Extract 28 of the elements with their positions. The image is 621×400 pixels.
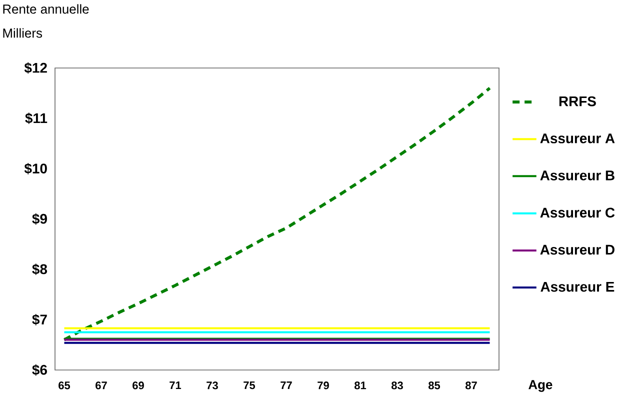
- legend-label: Assureur A: [540, 134, 615, 144]
- x-tick-label: 79: [318, 382, 329, 390]
- x-tick-label: 77: [280, 382, 292, 390]
- y-tick-label: $12: [24, 62, 47, 74]
- x-tick-label: 83: [392, 382, 403, 390]
- x-tick-label: 67: [96, 382, 107, 390]
- x-tick-label: 85: [428, 382, 440, 390]
- text: Milliers: [3, 28, 42, 38]
- x-tick-label: 75: [244, 382, 256, 390]
- legend-label: Assureur B: [540, 170, 614, 180]
- legend-label: Assureur C: [540, 208, 615, 218]
- y-tick-label: $8: [32, 264, 48, 276]
- legend-label: Assureur E: [540, 282, 614, 292]
- legend-label: RRFS: [559, 96, 596, 106]
- legend-label: Assureur D: [540, 244, 614, 255]
- x-tick-label: 81: [354, 382, 366, 390]
- x-tick-label: 65: [58, 382, 70, 390]
- y-tick-label: $10: [24, 162, 47, 174]
- y-tick-label: $6: [32, 364, 47, 376]
- y-tick-label: $7: [32, 314, 47, 326]
- y-tick-label: $9: [32, 213, 47, 225]
- x-tick-label: 69: [132, 382, 144, 390]
- x-tick-label: 73: [206, 382, 218, 390]
- y-axis-title: Rente annuelle: [3, 4, 89, 14]
- y-tick-label: $11: [25, 112, 48, 124]
- x-tick-label: 87: [466, 382, 477, 390]
- x-axis-title: Age: [528, 380, 552, 392]
- x-tick-label: 71: [170, 382, 182, 390]
